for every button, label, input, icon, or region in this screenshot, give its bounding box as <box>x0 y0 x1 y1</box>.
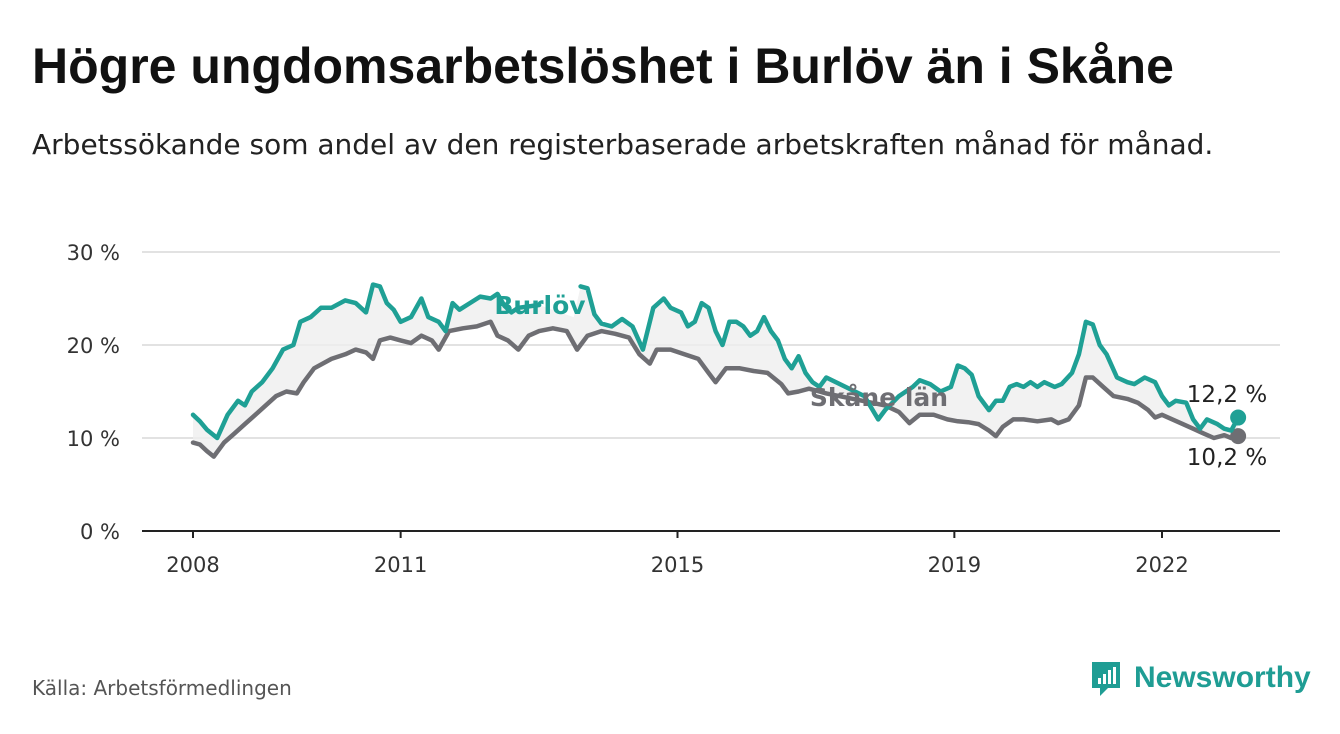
difference-band <box>193 284 1239 457</box>
end-point-skane <box>1230 428 1247 445</box>
labels: 0 % 10 % 20 % 30 % 2008 2011 2015 2019 2022 Burlö… <box>67 241 1268 577</box>
series-line-burlov <box>578 284 1241 433</box>
source-note: Källa: Arbetsförmedlingen <box>32 676 292 700</box>
x-tick-label: 2019 <box>928 553 981 577</box>
series-label-skane: Skåne län <box>810 383 948 412</box>
x-tick-label: 2022 <box>1135 553 1188 577</box>
end-point-burlov <box>1230 409 1247 426</box>
y-tick-label: 0 % <box>80 520 120 544</box>
newsworthy-logo-icon <box>1092 662 1120 696</box>
series-line-skane <box>190 319 1241 459</box>
end-label-skane: 10,2 % <box>1187 445 1267 471</box>
series-line-burlov <box>190 282 542 441</box>
x-tick-label: 2011 <box>374 553 427 577</box>
chart-subtitle: Arbetssökande som andel av den registerb… <box>32 128 1214 161</box>
chart-title: Högre ungdomsarbetslöshet i Burlöv än i … <box>32 38 1174 94</box>
end-label-burlov: 12,2 % <box>1187 382 1267 408</box>
brand-logo: Newsworthy <box>1088 658 1311 698</box>
series-label-burlov: Burlöv <box>494 291 585 320</box>
x-tick-label: 2008 <box>166 553 219 577</box>
y-tick-label: 10 % <box>67 427 120 451</box>
x-tick-label: 2015 <box>651 553 704 577</box>
y-tick-label: 30 % <box>67 241 120 265</box>
x-axis <box>142 530 1280 538</box>
series-lines <box>190 282 1247 459</box>
y-tick-label: 20 % <box>67 334 120 358</box>
brand-name: Newsworthy <box>1134 661 1311 694</box>
